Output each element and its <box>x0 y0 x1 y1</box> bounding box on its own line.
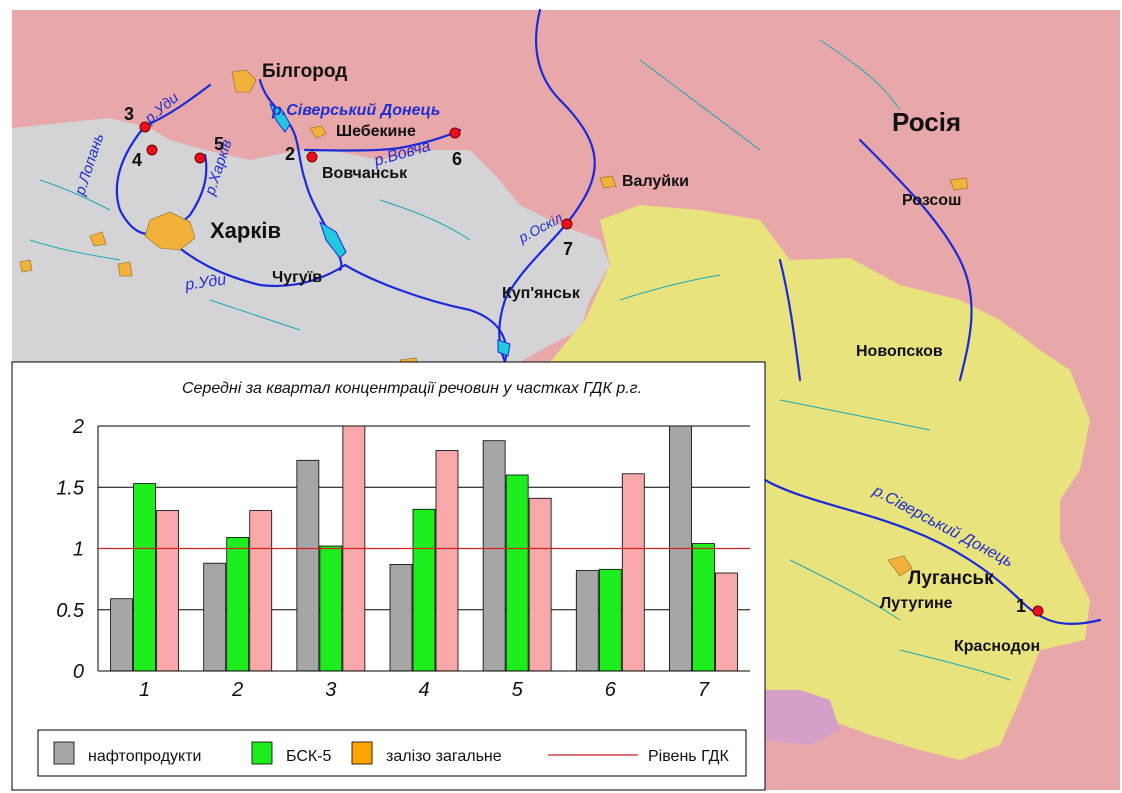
legend-swatch <box>251 741 273 765</box>
station-numbers: 1 2 3 4 5 6 7 <box>124 104 1026 616</box>
city-label-novopskov: Новопсков <box>856 343 943 360</box>
bar <box>133 483 156 672</box>
station-marker-3 <box>139 121 151 133</box>
city-label-krasnodon: Краснодон <box>954 638 1040 655</box>
station-number-1: 1 <box>1016 596 1026 616</box>
y-tick-label: 0 <box>73 661 84 683</box>
bar <box>156 510 179 672</box>
river-label-udy-bottom: р.Уди <box>183 271 227 294</box>
x-tick-label: 1 <box>139 679 150 701</box>
bar <box>505 474 529 672</box>
city-label-kupiansk: Куп'янськ <box>502 285 581 302</box>
country-label: Росія <box>892 107 961 137</box>
bar <box>412 508 436 672</box>
bar <box>226 537 250 672</box>
x-tick-label: 6 <box>605 679 617 701</box>
legend-label: БСК-5 <box>286 748 332 765</box>
river-label-sd-top: р.Сіверський Донець <box>271 102 440 119</box>
y-tick-label: 1 <box>73 539 84 561</box>
city-label-shebekyne: Шебекине <box>336 123 416 140</box>
city-label-lutuhyne: Лутугине <box>880 595 953 612</box>
legend-swatch <box>351 741 373 765</box>
bar <box>110 598 133 672</box>
y-tick-label: 0.5 <box>56 600 85 622</box>
station-number-7: 7 <box>563 239 573 259</box>
bar <box>528 497 552 672</box>
tributary-network <box>29 39 1011 681</box>
kharkiv-region <box>12 118 610 362</box>
station-marker-2 <box>306 151 318 163</box>
bar <box>249 510 273 672</box>
bar <box>621 473 645 672</box>
station-marker-6 <box>449 127 461 139</box>
y-tick-label: 1.5 <box>56 477 85 499</box>
station-number-5: 5 <box>214 134 224 154</box>
station-markers <box>139 121 1044 617</box>
luhansk-region <box>550 205 1090 760</box>
station-number-6: 6 <box>452 149 462 169</box>
x-tick-label: 4 <box>418 679 429 701</box>
bar <box>482 440 506 672</box>
city-label-luhansk: Луганськ <box>908 568 994 589</box>
x-tick-label: 7 <box>698 679 710 701</box>
bar <box>296 459 320 672</box>
station-number-2: 2 <box>285 144 295 164</box>
bar <box>598 568 622 672</box>
station-marker-5 <box>194 152 206 164</box>
station-marker-4 <box>146 144 158 156</box>
bar <box>435 450 459 672</box>
x-tick-label: 3 <box>325 679 336 701</box>
chart-panel: Середні за квартал концентрації речовин … <box>11 361 766 791</box>
legend-swatch <box>53 741 75 765</box>
station-marker-7 <box>561 218 573 230</box>
city-label-bilhorod: Білгород <box>262 61 347 82</box>
city-label-kharkiv: Харків <box>210 218 281 243</box>
bar <box>692 543 715 672</box>
bar <box>575 570 599 672</box>
reservoir-shapes <box>269 102 511 357</box>
chart-title: Середні за квартал концентрації речовин … <box>182 380 642 397</box>
bar <box>389 564 413 672</box>
city-label-valuiky: Валуйки <box>622 173 689 190</box>
city-label-rozsosh: Розсош <box>902 192 961 209</box>
legend-label: залізо загальне <box>386 748 502 765</box>
bar <box>203 562 227 672</box>
chart-legend: нафтопродукти БСК-5 залізо загальне Рівень … <box>37 729 747 777</box>
plot-area: 0 0.5 1 1.5 2 1 2 3 4 5 6 7 <box>56 416 750 701</box>
x-tick-label: 2 <box>231 679 243 701</box>
y-tick-label: 2 <box>72 416 84 438</box>
station-marker-1 <box>1032 605 1044 617</box>
legend-label: Рівень ГДК <box>648 748 729 765</box>
station-number-3: 3 <box>124 104 134 124</box>
donetsk-region <box>765 690 840 745</box>
station-number-4: 4 <box>132 150 142 170</box>
bar <box>319 545 343 672</box>
legend-label: нафтопродукти <box>88 748 201 765</box>
city-label-chuhuiv: Чугуїв <box>272 269 322 286</box>
legend-frame <box>37 729 747 777</box>
bar <box>715 572 738 672</box>
x-tick-label: 5 <box>512 679 524 701</box>
city-label-vovchansk: Вовчанськ <box>322 165 408 182</box>
